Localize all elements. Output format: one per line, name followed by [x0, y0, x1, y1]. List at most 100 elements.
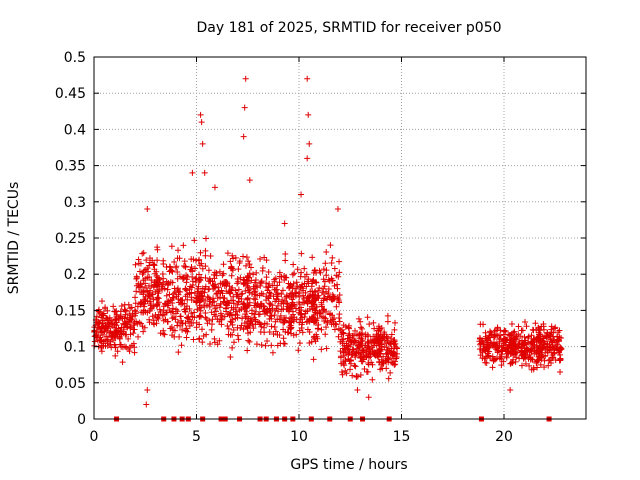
data-point [557, 356, 564, 363]
data-point [180, 262, 187, 269]
data-point [334, 285, 341, 292]
data-point [257, 282, 264, 289]
data-point [170, 313, 177, 320]
data-point [227, 258, 234, 265]
data-point [211, 269, 218, 276]
data-point [257, 256, 264, 263]
data-point [246, 177, 253, 184]
data-point [507, 336, 514, 343]
data-point [484, 337, 491, 344]
data-point [116, 341, 123, 348]
data-point [393, 344, 400, 351]
data-point [544, 340, 551, 347]
data-point [201, 289, 208, 296]
data-point [552, 357, 559, 364]
data-point [365, 354, 372, 361]
data-point [137, 299, 144, 306]
data-point [538, 337, 545, 344]
data-point [241, 320, 248, 327]
data-point [132, 294, 139, 301]
x-axis-label: GPS time / hours [290, 457, 407, 473]
data-point [258, 300, 265, 307]
data-point [320, 295, 327, 302]
data-point [239, 301, 246, 308]
data-point [125, 301, 132, 308]
data-point [280, 318, 287, 325]
data-point [188, 256, 195, 263]
data-point [336, 299, 343, 306]
y-tick-label: 0.45 [55, 86, 86, 102]
data-point [137, 281, 144, 288]
data-point [553, 345, 560, 352]
data-point [122, 308, 129, 315]
data-point [489, 342, 496, 349]
data-point [197, 307, 204, 314]
data-point [126, 319, 133, 326]
data-point [328, 260, 335, 267]
data-point [310, 269, 317, 276]
data-point [154, 281, 161, 288]
data-point [331, 265, 338, 272]
data-point [380, 360, 387, 367]
data-point [234, 301, 241, 308]
data-point [232, 315, 239, 322]
data-point [112, 315, 119, 322]
data-point [309, 306, 316, 313]
data-point [216, 337, 223, 344]
data-point [358, 325, 365, 332]
data-point [304, 155, 311, 162]
data-point [224, 280, 231, 287]
data-point [100, 338, 107, 345]
data-point [268, 342, 275, 349]
data-point [232, 287, 239, 294]
data-point [327, 242, 334, 249]
data-point [149, 313, 156, 320]
data-point [331, 282, 338, 289]
data-point [283, 292, 290, 299]
x-tick-label: 5 [192, 429, 201, 445]
data-point [487, 328, 494, 335]
data-point [219, 290, 226, 297]
data-point [226, 311, 233, 318]
data-point [320, 266, 327, 273]
data-point [166, 307, 173, 314]
data-point [146, 308, 153, 315]
data-point [146, 319, 153, 326]
data-point [288, 283, 295, 290]
data-point [228, 272, 235, 279]
data-point [177, 297, 184, 304]
y-tick-label: 0.15 [55, 303, 86, 319]
data-point [154, 282, 161, 289]
data-point [212, 313, 219, 320]
data-point [329, 312, 336, 319]
data-point [178, 317, 185, 324]
data-point [218, 287, 225, 294]
data-point [376, 346, 383, 353]
data-point [391, 326, 398, 333]
data-point [352, 363, 359, 370]
data-point [537, 354, 544, 361]
data-point [531, 344, 538, 351]
data-point [533, 358, 540, 365]
data-point [181, 258, 188, 265]
data-point [387, 350, 394, 357]
data-point [166, 263, 173, 270]
data-point [246, 261, 253, 268]
data-point [150, 284, 157, 291]
data-point [114, 330, 121, 337]
y-tick-label: 0.25 [55, 231, 86, 247]
data-point [354, 387, 361, 394]
data-point [171, 258, 178, 265]
data-point [244, 347, 251, 354]
data-point [112, 344, 119, 351]
data-point [203, 302, 210, 309]
data-point [173, 306, 180, 313]
data-point [274, 331, 281, 338]
data-point [344, 342, 351, 349]
data-point [491, 333, 498, 340]
data-point [264, 337, 271, 344]
data-point [518, 343, 525, 350]
data-point [540, 344, 547, 351]
data-point [496, 355, 503, 362]
data-point [218, 316, 225, 323]
